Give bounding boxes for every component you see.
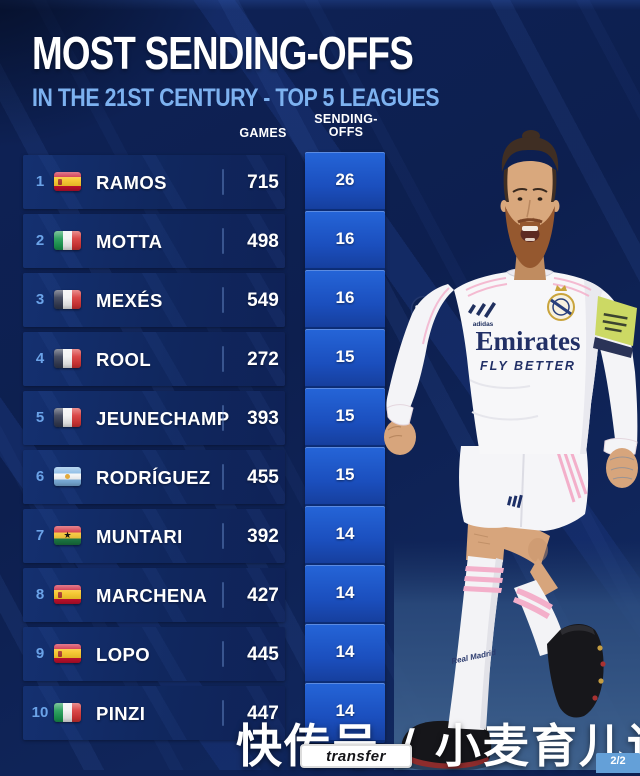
rank-label: 3 — [35, 291, 45, 308]
rank-label: 5 — [35, 409, 45, 426]
player-name: MEXÉS — [96, 290, 163, 311]
transfermarkt-logo: transfer — [300, 744, 412, 768]
player-name: MUNTARI — [96, 526, 183, 547]
games-value: 393 — [247, 408, 279, 429]
sendoffs-value-box: 14 — [305, 565, 385, 625]
page-subtitle: IN THE 21ST CENTURY - TOP 5 LEAGUES — [32, 84, 440, 112]
player-name: ROOL — [96, 349, 152, 370]
sendoffs-value-box: 15 — [305, 447, 385, 507]
player-shorts — [459, 446, 589, 531]
rank-label: 7 — [35, 527, 45, 544]
player-name: PINZI — [96, 703, 146, 724]
rank-label: 1 — [35, 173, 45, 190]
sendoffs-value-box: 16 — [305, 211, 385, 271]
rank-label: 9 — [35, 645, 45, 662]
ghana-flag-icon — [54, 526, 81, 545]
france-flag-icon — [54, 290, 81, 309]
row-bar: 7 MUNTARI 392 — [23, 509, 285, 563]
games-value: 272 — [247, 349, 279, 370]
player-name: MOTTA — [96, 231, 163, 252]
player-name: LOPO — [96, 644, 151, 665]
rank-label: 8 — [35, 586, 45, 603]
player-name: RODRÍGUEZ — [96, 467, 211, 488]
sendoffs-value-box: 26 — [305, 152, 385, 212]
sendoffs-value-box: 14 — [305, 624, 385, 684]
italy-flag-icon — [54, 231, 81, 250]
jersey-sponsor-line2: FLY BETTER — [480, 359, 576, 373]
player-name: JEUNECHAMP — [96, 408, 230, 429]
page-title: MOST SENDING-OFFS — [32, 27, 414, 79]
row-bar: 5 JEUNECHAMP 393 — [23, 391, 285, 445]
spain-flag-icon — [54, 585, 81, 604]
player-right-arm — [384, 284, 454, 455]
games-value: 392 — [247, 526, 279, 547]
row-bar: 4 ROOL 272 — [23, 332, 285, 386]
games-value: 498 — [247, 231, 279, 252]
watermark-text: 快传号 / 小麦育儿说 — [236, 719, 640, 773]
games-value: 455 — [247, 467, 279, 488]
rank-label: 2 — [35, 232, 45, 249]
spain-flag-icon — [54, 644, 81, 663]
sendoffs-value-box: 14 — [305, 506, 385, 566]
italy-flag-icon — [54, 703, 81, 722]
games-value: 445 — [247, 644, 279, 665]
player-head — [500, 130, 560, 280]
row-bar: 1 RAMOS 715 — [23, 155, 285, 209]
france-flag-icon — [54, 408, 81, 427]
column-header-sendoffs-line2: OFFS — [328, 125, 364, 139]
spain-flag-icon — [54, 172, 81, 191]
player-left-arm — [593, 290, 638, 488]
games-value: 427 — [247, 585, 279, 606]
games-value: 549 — [247, 290, 279, 311]
games-value: 715 — [247, 172, 279, 193]
row-bar: 8 MARCHENA 427 — [23, 568, 285, 622]
row-bar: 2 MOTTA 498 — [23, 214, 285, 268]
argentina-flag-icon — [54, 467, 81, 486]
column-header-sendoffs: SENDING- OFFS — [306, 113, 386, 139]
france-flag-icon — [54, 349, 81, 368]
column-header-games: GAMES — [239, 126, 287, 140]
player-name: RAMOS — [96, 172, 167, 193]
header: MOST SENDING-OFFS IN THE 21ST CENTURY - … — [32, 26, 511, 113]
jersey-sponsor-line1: Emirates — [476, 326, 581, 356]
sendoffs-value-box: 16 — [305, 270, 385, 330]
rank-label: 4 — [35, 350, 45, 367]
rank-label: 10 — [31, 704, 49, 721]
row-bar: 9 LOPO 445 — [23, 627, 285, 681]
sendoffs-value-box: 15 — [305, 329, 385, 389]
sendoffs-value-box: 15 — [305, 388, 385, 448]
rank-label: 6 — [35, 468, 45, 485]
page-indicator-badge: 2/2 — [596, 753, 640, 773]
player-name: MARCHENA — [96, 585, 208, 606]
row-bar: 3 MEXÉS 549 — [23, 273, 285, 327]
row-bar: 6 RODRÍGUEZ 455 — [23, 450, 285, 504]
player-photo: Real Madrid — [384, 130, 640, 770]
